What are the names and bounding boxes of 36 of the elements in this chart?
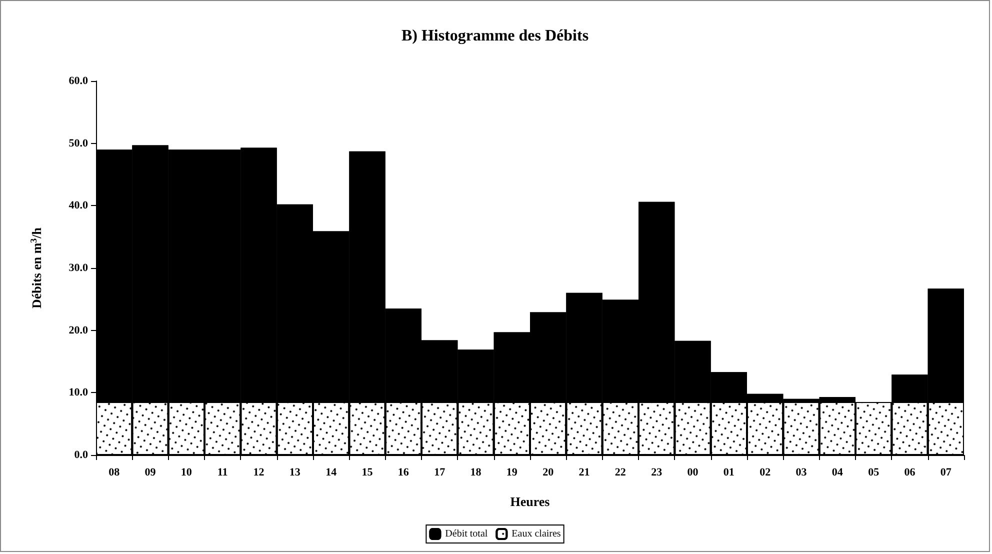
x-tick-label: 16 — [398, 466, 410, 478]
legend-label: Débit total — [445, 528, 488, 540]
x-tick-label: 10 — [180, 466, 192, 478]
legend-label: Eaux claires — [512, 528, 561, 540]
y-tick-label: 20.0 — [68, 324, 88, 336]
x-tick-label: 23 — [651, 466, 663, 478]
x-tick-label: 04 — [832, 466, 844, 478]
x-tick-label: 05 — [868, 466, 880, 478]
x-tick-label: 14 — [326, 466, 338, 478]
y-tick-label: 60.0 — [68, 75, 88, 87]
x-tick-label: 01 — [723, 466, 734, 478]
x-tick-label: 17 — [434, 466, 446, 478]
x-tick-label: 15 — [362, 466, 374, 478]
x-tick-label: 12 — [253, 466, 265, 478]
chart-title: B) Histogramme des Débits — [401, 28, 589, 44]
x-tick-label: 08 — [108, 466, 120, 478]
x-tick-label: 11 — [217, 466, 228, 478]
x-tick-label: 20 — [542, 466, 554, 478]
y-tick-label: 40.0 — [68, 200, 88, 212]
x-tick-label: 06 — [904, 466, 916, 478]
x-axis-title: Heures — [510, 494, 550, 509]
x-tick-label: 02 — [760, 466, 772, 478]
x-tick-label: 09 — [144, 466, 156, 478]
y-tick-label: 30.0 — [68, 262, 88, 274]
y-tick-label: 10.0 — [68, 386, 88, 399]
x-tick-label: 19 — [506, 466, 518, 478]
x-tick-label: 07 — [940, 466, 952, 478]
x-tick-label: 21 — [578, 466, 590, 478]
x-tick-label: 22 — [614, 466, 626, 478]
y-tick-label: 50.0 — [68, 137, 88, 150]
y-tick-label: 0.0 — [74, 449, 88, 461]
x-tick-label: 00 — [687, 466, 699, 478]
x-tick-label: 18 — [470, 466, 482, 478]
y-axis-title: Débits en m3/h — [28, 226, 44, 309]
x-tick-label: 03 — [796, 466, 808, 478]
x-tick-label: 13 — [289, 466, 301, 478]
